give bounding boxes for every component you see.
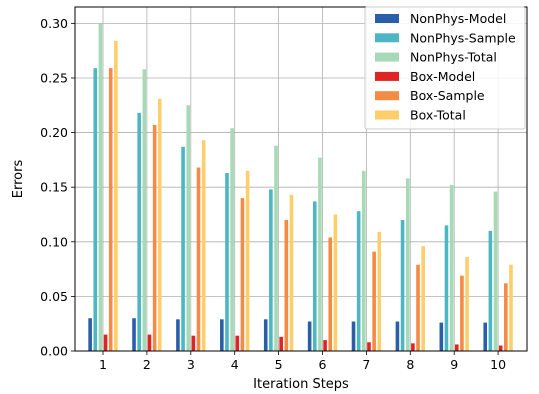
bar: [356, 211, 361, 351]
x-axis-label: Iteration Steps: [253, 377, 349, 392]
x-tick-label: 3: [187, 357, 195, 372]
x-tick-label: 1: [99, 357, 107, 372]
bar: [318, 157, 322, 351]
bar: [93, 68, 98, 352]
bar: [465, 257, 469, 351]
bar: [147, 334, 152, 351]
bar: [142, 69, 147, 351]
bar: [284, 219, 289, 351]
y-axis-label: Errors: [11, 160, 26, 199]
bar: [230, 128, 234, 351]
legend-swatch: [375, 14, 399, 23]
bar: [157, 98, 162, 351]
y-tick-label: 0.20: [40, 125, 68, 140]
bar: [88, 318, 92, 351]
bar: [405, 178, 410, 351]
legend-swatch: [375, 33, 399, 43]
y-axis-ticks: 0.00 0.05 0.10 0.15 0.20 0.25 0.30: [40, 16, 75, 359]
bar: [460, 275, 464, 351]
bar: [274, 145, 278, 351]
bar: [367, 342, 371, 351]
bar: [351, 321, 356, 351]
bar: [483, 322, 488, 351]
bar: [400, 219, 405, 351]
bar: [152, 124, 157, 351]
x-tick-label: 2: [143, 357, 151, 372]
bar: [279, 336, 283, 351]
bar: [498, 345, 503, 351]
grid: [75, 7, 527, 352]
bar: [449, 185, 454, 351]
legend-swatch: [375, 110, 399, 120]
bar: [395, 321, 400, 351]
bar: [377, 231, 382, 351]
bar: [181, 146, 185, 351]
bar: [137, 112, 141, 351]
bar: [269, 189, 273, 351]
bar: [191, 335, 196, 351]
bar: [240, 198, 245, 351]
y-tick-label: 0.30: [40, 16, 68, 31]
y-tick-label: 0.05: [40, 289, 68, 304]
y-tick-label: 0.15: [40, 180, 68, 195]
x-tick-label: 5: [275, 357, 283, 372]
legend-label: Box-Model: [410, 69, 475, 84]
legend-box: [364, 6, 526, 130]
bar: [201, 140, 206, 351]
x-tick-label: 9: [450, 357, 458, 372]
legend-label: NonPhys-Total: [410, 50, 497, 65]
plot-frame: [74, 6, 528, 352]
x-tick-label: 10: [490, 357, 506, 372]
x-tick-label: 6: [319, 357, 327, 372]
bar: [444, 225, 449, 351]
bar: [312, 201, 317, 351]
bar: [289, 194, 294, 351]
bar: [245, 170, 250, 351]
x-tick-label: 8: [406, 357, 414, 372]
bar: [509, 264, 513, 351]
bars: [88, 23, 513, 352]
legend-label: NonPhys-Model: [410, 11, 506, 26]
bar: [328, 237, 333, 351]
bar: [333, 214, 338, 351]
legend-swatch: [375, 91, 399, 101]
bar: [411, 343, 415, 351]
bar: [454, 344, 459, 351]
bar: [186, 105, 191, 352]
x-tick-label: 4: [231, 357, 239, 372]
y-tick-label: 0.25: [40, 70, 68, 85]
bar: [416, 264, 420, 351]
bar: [176, 319, 180, 351]
bar: [235, 335, 240, 351]
bar: [504, 283, 508, 351]
legend-swatch: [375, 52, 399, 62]
bar: [132, 318, 136, 351]
legend: NonPhys-Model NonPhys-Sample NonPhys-Total…: [364, 6, 526, 130]
legend-label: NonPhys-Sample: [410, 30, 516, 45]
bar: [362, 170, 366, 351]
bar: [493, 191, 498, 351]
bar: [114, 40, 118, 351]
x-tick-label: 7: [362, 357, 370, 372]
bar: [220, 319, 224, 351]
x-axis-ticks: 1 2 3 4 5 6 7 8 9 10: [99, 351, 506, 372]
bar: [439, 322, 444, 351]
legend-label: Box-Total: [410, 108, 466, 123]
bar: [307, 321, 312, 351]
bar: [103, 334, 108, 351]
bar: [372, 251, 376, 351]
bar: [421, 246, 425, 351]
bar: [225, 172, 229, 351]
y-tick-label: 0.10: [40, 234, 68, 249]
bar: [98, 23, 103, 352]
y-tick-label: 0.00: [40, 344, 68, 359]
bar: [196, 167, 201, 351]
bar: [323, 340, 327, 351]
bar: [263, 319, 268, 351]
bar: [488, 230, 493, 351]
bar: [108, 68, 113, 352]
legend-swatch: [375, 71, 399, 81]
legend-label: Box-Sample: [410, 88, 485, 103]
